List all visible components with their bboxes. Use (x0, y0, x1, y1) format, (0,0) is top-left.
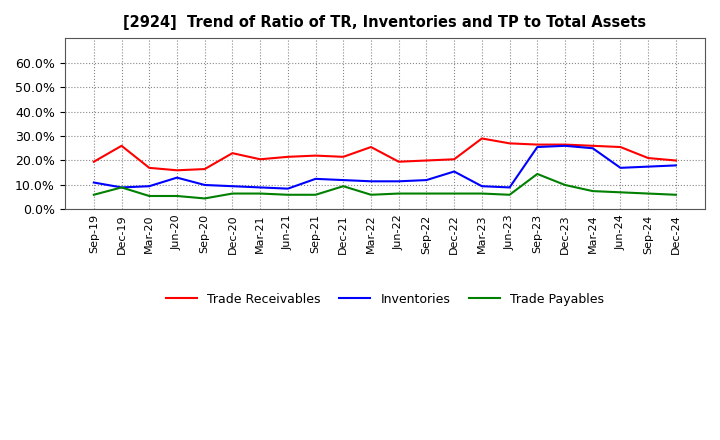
Line: Inventories: Inventories (94, 146, 676, 189)
Trade Payables (672, 192, 680, 198)
Inventories (588, 146, 597, 151)
Trade Receivables (366, 144, 375, 150)
Trade Receivables (117, 143, 126, 148)
Trade Payables (366, 192, 375, 198)
Inventories (533, 144, 541, 150)
Inventories (395, 179, 403, 184)
Trade Receivables (533, 142, 541, 147)
Inventories (173, 175, 181, 180)
Inventories (561, 143, 570, 148)
Trade Payables (117, 185, 126, 190)
Trade Receivables (339, 154, 348, 159)
Inventories (366, 179, 375, 184)
Trade Payables (644, 191, 652, 196)
Inventories (422, 177, 431, 183)
Inventories (117, 185, 126, 190)
Trade Payables (616, 190, 625, 195)
Trade Payables (395, 191, 403, 196)
Inventories (284, 186, 292, 191)
Inventories (200, 182, 209, 187)
Trade Payables (422, 191, 431, 196)
Trade Receivables (173, 168, 181, 173)
Trade Receivables (561, 142, 570, 147)
Trade Payables (228, 191, 237, 196)
Inventories (616, 165, 625, 170)
Trade Receivables (395, 159, 403, 165)
Inventories (228, 183, 237, 189)
Trade Payables (588, 188, 597, 194)
Trade Receivables (505, 141, 514, 146)
Trade Receivables (450, 157, 459, 162)
Trade Payables (477, 191, 486, 196)
Trade Payables (339, 183, 348, 189)
Trade Payables (256, 191, 264, 196)
Inventories (256, 185, 264, 190)
Trade Payables (145, 193, 153, 198)
Inventories (644, 164, 652, 169)
Trade Receivables (477, 136, 486, 141)
Trade Receivables (422, 158, 431, 163)
Line: Trade Payables: Trade Payables (94, 174, 676, 198)
Legend: Trade Receivables, Inventories, Trade Payables: Trade Receivables, Inventories, Trade Pa… (161, 288, 609, 311)
Trade Payables (284, 192, 292, 198)
Inventories (505, 185, 514, 190)
Title: [2924]  Trend of Ratio of TR, Inventories and TP to Total Assets: [2924] Trend of Ratio of TR, Inventories… (123, 15, 647, 30)
Trade Payables (89, 192, 98, 198)
Trade Receivables (228, 150, 237, 156)
Inventories (672, 163, 680, 168)
Trade Payables (561, 182, 570, 187)
Inventories (89, 180, 98, 185)
Trade Receivables (145, 165, 153, 170)
Trade Receivables (256, 157, 264, 162)
Trade Receivables (284, 154, 292, 159)
Trade Receivables (672, 158, 680, 163)
Inventories (145, 183, 153, 189)
Inventories (339, 177, 348, 183)
Trade Receivables (200, 166, 209, 172)
Inventories (450, 169, 459, 174)
Trade Receivables (616, 144, 625, 150)
Line: Trade Receivables: Trade Receivables (94, 139, 676, 170)
Trade Receivables (644, 155, 652, 161)
Trade Receivables (588, 143, 597, 148)
Trade Receivables (311, 153, 320, 158)
Trade Payables (173, 193, 181, 198)
Trade Payables (450, 191, 459, 196)
Trade Payables (200, 196, 209, 201)
Trade Payables (505, 192, 514, 198)
Inventories (477, 183, 486, 189)
Trade Payables (533, 171, 541, 176)
Inventories (311, 176, 320, 181)
Trade Payables (311, 192, 320, 198)
Trade Receivables (89, 159, 98, 165)
